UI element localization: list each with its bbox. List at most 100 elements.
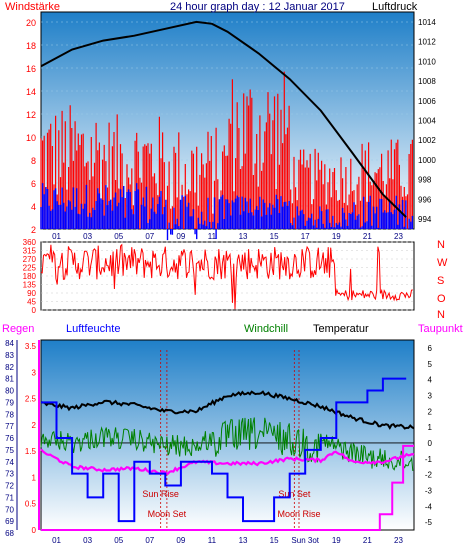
pressure-line xyxy=(40,20,407,218)
direction-tick-label: 180 xyxy=(23,272,37,281)
humidity-tick-label: 72 xyxy=(5,482,14,491)
compass-label: W xyxy=(437,257,448,269)
humidity-tick-label: 81 xyxy=(5,375,14,384)
wind-x-tick-label: 21 xyxy=(363,232,372,241)
temp-tick-label: 3 xyxy=(428,391,433,400)
wind-x-tick-label: 03 xyxy=(83,232,92,241)
humidity-tick-label: 75 xyxy=(5,446,14,455)
rain-tick-label: 1.5 xyxy=(25,447,37,456)
rain-tick-label: 2.5 xyxy=(25,395,37,404)
event-label: Moon Set xyxy=(148,509,187,519)
wind-tick-label: 4 xyxy=(31,202,36,212)
temp-tick-label: 6 xyxy=(428,344,433,353)
wind-x-tick-label: 15 xyxy=(270,232,279,241)
humidity-tick-label: 84 xyxy=(5,339,14,348)
temp-tick-label: -4 xyxy=(425,502,433,511)
wind-x-tick-label: 11 xyxy=(208,232,217,241)
wind-x-tick-label: 09 xyxy=(176,232,185,241)
wind-x-tick-label: 23 xyxy=(394,232,403,241)
pressure-tick-label: 994 xyxy=(418,215,432,224)
humidity-tick-label: 77 xyxy=(5,422,14,431)
direction-tick-label: 360 xyxy=(23,238,37,247)
direction-tick-label: 90 xyxy=(27,289,36,298)
wind-x-tick-label: 19 xyxy=(332,232,341,241)
wind-x-tick-label: 07 xyxy=(145,232,154,241)
windchill-line xyxy=(40,417,414,471)
temp-tick-label: 5 xyxy=(428,360,433,369)
pressure-tick-label: 1004 xyxy=(418,117,436,126)
dewpoint-line xyxy=(40,448,415,476)
temp-tick-label: -5 xyxy=(425,518,433,527)
pressure-tick-label: 996 xyxy=(418,195,432,204)
wind-tick-label: 16 xyxy=(26,64,36,74)
legend-windchill: Windchill xyxy=(244,323,288,335)
temp-tick-label: -3 xyxy=(425,486,433,495)
wind-tick-label: 2 xyxy=(31,225,36,235)
event-label: Moon Rise xyxy=(277,509,320,519)
wind-axis-title: Windstärke xyxy=(5,1,60,13)
temp-x-tick-label: 07 xyxy=(145,536,154,545)
rain-tick-label: 0.5 xyxy=(25,500,37,509)
rain-tick-label: 2 xyxy=(32,421,37,430)
wind-tick-label: 10 xyxy=(26,133,36,143)
wind-x-tick-label: 17 xyxy=(301,232,310,241)
temp-x-tick-label: 13 xyxy=(239,536,248,545)
humidity-tick-label: 73 xyxy=(5,470,14,479)
humidity-tick-label: 83 xyxy=(5,351,14,360)
temp-x-tick-label: 15 xyxy=(270,536,279,545)
temp-tick-label: 0 xyxy=(428,439,433,448)
temp-tick-label: 4 xyxy=(428,376,433,385)
humidity-tick-label: 76 xyxy=(5,434,14,443)
temperature-line xyxy=(40,390,415,430)
pressure-tick-label: 1002 xyxy=(418,136,436,145)
direction-tick-label: 0 xyxy=(32,306,37,315)
humidity-tick-label: 82 xyxy=(5,363,14,372)
pressure-tick-label: 1012 xyxy=(418,38,436,47)
rain-tick-label: 3 xyxy=(32,368,37,377)
temp-x-tick-label: 11 xyxy=(208,536,217,545)
wind-tick-label: 14 xyxy=(26,87,36,97)
temp-x-tick-label: 21 xyxy=(363,536,372,545)
humidity-tick-label: 71 xyxy=(5,493,14,502)
temp-x-tick-label: Sun 3ot xyxy=(291,536,319,545)
rain-tick-label: 1 xyxy=(32,473,37,482)
panel-temp-bg xyxy=(40,339,415,531)
rain-tick-label: 3.5 xyxy=(25,342,37,351)
humidity-tick-label: 79 xyxy=(5,398,14,407)
direction-tick-label: 225 xyxy=(23,264,37,273)
pressure-axis-title: Luftdruck xyxy=(372,1,418,13)
wind-tick-label: 12 xyxy=(26,110,36,120)
humidity-tick-label: 70 xyxy=(5,505,14,514)
temp-tick-label: 2 xyxy=(428,407,433,416)
direction-tick-label: 135 xyxy=(23,281,37,290)
wind-direction-line xyxy=(40,243,413,310)
humidity-tick-label: 74 xyxy=(5,458,14,467)
temp-tick-label: -1 xyxy=(425,455,433,464)
temp-x-tick-label: 09 xyxy=(176,536,185,545)
temp-x-tick-label: 19 xyxy=(332,536,341,545)
event-label: Sun Set xyxy=(278,489,311,499)
compass-label: N xyxy=(437,309,445,321)
wind-tick-label: 6 xyxy=(31,179,36,189)
temp-tick-label: -2 xyxy=(425,471,433,480)
temp-x-tick-label: 01 xyxy=(52,536,61,545)
event-label: Sun Rise xyxy=(142,489,179,499)
compass-label: S xyxy=(437,275,444,287)
direction-tick-label: 315 xyxy=(23,247,37,256)
temp-tick-label: 1 xyxy=(428,423,433,432)
wind-x-tick-label: 13 xyxy=(239,232,248,241)
wind-tick-label: 8 xyxy=(31,156,36,166)
pressure-tick-label: 1010 xyxy=(418,57,436,66)
humidity-tick-label: 80 xyxy=(5,387,14,396)
legend-taupunkt: Taupunkt xyxy=(418,323,463,335)
legend-regen: Regen xyxy=(2,323,34,335)
chart-title: 24 hour graph day : 12 Januar 2017 xyxy=(170,1,345,13)
pressure-tick-label: 1008 xyxy=(418,77,436,86)
wind-average-bars xyxy=(40,183,414,241)
pressure-tick-label: 998 xyxy=(418,176,432,185)
pressure-tick-label: 1014 xyxy=(418,18,436,27)
legend-luftfeuchte: Luftfeuchte xyxy=(66,323,120,335)
wind-tick-label: 18 xyxy=(26,41,36,51)
